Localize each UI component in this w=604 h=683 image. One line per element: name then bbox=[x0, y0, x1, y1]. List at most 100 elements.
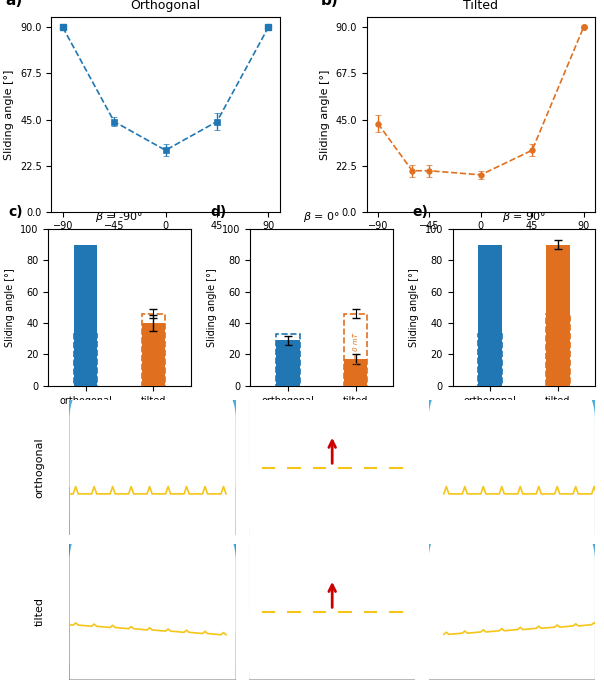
Polygon shape bbox=[69, 400, 236, 486]
Text: $\vec{B}$: $\vec{B}$ bbox=[493, 517, 502, 532]
Title: $\beta$ = 90°: $\beta$ = 90° bbox=[502, 210, 546, 225]
Bar bbox=[288, 611, 300, 680]
Polygon shape bbox=[187, 486, 206, 535]
Text: e): e) bbox=[413, 205, 429, 219]
Y-axis label: Sliding angle [°]: Sliding angle [°] bbox=[4, 69, 14, 160]
Bar bbox=[263, 611, 274, 680]
Polygon shape bbox=[429, 544, 595, 633]
Polygon shape bbox=[429, 350, 595, 535]
Y-axis label: Sliding angle [°]: Sliding angle [°] bbox=[320, 69, 330, 160]
Polygon shape bbox=[445, 486, 465, 535]
Polygon shape bbox=[57, 486, 77, 535]
Bar bbox=[249, 400, 416, 468]
Polygon shape bbox=[69, 544, 236, 633]
Polygon shape bbox=[187, 630, 206, 680]
Bar bbox=[263, 468, 274, 535]
Polygon shape bbox=[427, 486, 446, 535]
Polygon shape bbox=[150, 630, 169, 680]
Polygon shape bbox=[501, 630, 520, 680]
Text: $\beta$ = 0°: $\beta$ = 0° bbox=[255, 653, 284, 666]
Text: b): b) bbox=[321, 0, 339, 8]
Bar bbox=[313, 468, 326, 535]
Polygon shape bbox=[538, 630, 557, 680]
Bar bbox=[276, 340, 300, 386]
X-axis label: $\beta$ [°]: $\beta$ [°] bbox=[153, 237, 179, 251]
Bar bbox=[74, 334, 97, 386]
Polygon shape bbox=[427, 630, 446, 680]
Text: j): j) bbox=[255, 549, 263, 559]
Bar bbox=[390, 611, 402, 680]
Polygon shape bbox=[113, 486, 132, 535]
Text: B = 0 mT: B = 0 mT bbox=[83, 344, 89, 376]
Polygon shape bbox=[168, 630, 188, 680]
Polygon shape bbox=[556, 486, 576, 535]
Polygon shape bbox=[429, 400, 595, 486]
Bar bbox=[478, 334, 502, 386]
Polygon shape bbox=[223, 486, 243, 535]
Title: Orthogonal: Orthogonal bbox=[130, 0, 201, 12]
Polygon shape bbox=[76, 486, 95, 535]
Polygon shape bbox=[205, 486, 225, 535]
Polygon shape bbox=[445, 630, 465, 680]
Text: h): h) bbox=[435, 405, 447, 415]
Y-axis label: Sliding angle [°]: Sliding angle [°] bbox=[207, 268, 217, 347]
Bar bbox=[141, 323, 165, 386]
Bar bbox=[390, 468, 402, 535]
Polygon shape bbox=[57, 630, 77, 680]
Bar bbox=[478, 245, 502, 386]
Polygon shape bbox=[501, 486, 520, 535]
Polygon shape bbox=[69, 350, 236, 535]
Polygon shape bbox=[538, 486, 557, 535]
Bar bbox=[546, 245, 570, 386]
Text: $\beta$ = -90°: $\beta$ = -90° bbox=[76, 509, 113, 522]
Polygon shape bbox=[556, 630, 576, 680]
Text: B = 0 mT: B = 0 mT bbox=[284, 344, 291, 376]
Polygon shape bbox=[69, 492, 236, 680]
Title: Tilted: Tilted bbox=[463, 0, 498, 12]
Text: $\beta$ = 90°: $\beta$ = 90° bbox=[435, 653, 469, 666]
Text: c): c) bbox=[8, 205, 23, 219]
Bar bbox=[249, 544, 416, 611]
Bar bbox=[546, 313, 570, 386]
Bar bbox=[344, 313, 367, 386]
Polygon shape bbox=[94, 486, 114, 535]
Polygon shape bbox=[150, 486, 169, 535]
Bar bbox=[276, 334, 300, 386]
Bar bbox=[364, 468, 376, 535]
Polygon shape bbox=[519, 630, 539, 680]
Text: l): l) bbox=[76, 549, 83, 559]
Bar bbox=[288, 468, 300, 535]
Polygon shape bbox=[464, 486, 483, 535]
X-axis label: $\beta$ [°]: $\beta$ [°] bbox=[467, 237, 493, 251]
Y-axis label: Sliding angle [°]: Sliding angle [°] bbox=[5, 268, 14, 347]
Bar bbox=[249, 671, 416, 680]
Text: $\vec{B}$: $\vec{B}$ bbox=[162, 661, 171, 676]
Polygon shape bbox=[249, 475, 416, 680]
Text: f): f) bbox=[76, 405, 85, 415]
Polygon shape bbox=[482, 630, 502, 680]
Bar bbox=[141, 313, 165, 386]
Text: B = 0 mT: B = 0 mT bbox=[554, 333, 561, 366]
Bar bbox=[74, 245, 97, 386]
Polygon shape bbox=[249, 331, 416, 535]
Text: k): k) bbox=[435, 549, 446, 559]
Polygon shape bbox=[131, 486, 150, 535]
Polygon shape bbox=[519, 486, 539, 535]
Text: a): a) bbox=[5, 0, 23, 8]
Bar bbox=[344, 359, 367, 386]
Text: orthogonal: orthogonal bbox=[34, 437, 45, 498]
Text: tilted: tilted bbox=[34, 597, 45, 626]
Title: $\beta$ = -90°: $\beta$ = -90° bbox=[95, 210, 144, 225]
Polygon shape bbox=[464, 630, 483, 680]
Text: $\vec{B}$: $\vec{B}$ bbox=[342, 457, 350, 473]
Text: $\vec{B}$: $\vec{B}$ bbox=[493, 661, 502, 676]
Text: $\vec{B}$: $\vec{B}$ bbox=[342, 601, 350, 617]
Polygon shape bbox=[94, 630, 114, 680]
Text: $\beta$ = 0°: $\beta$ = 0° bbox=[255, 509, 284, 522]
Text: B = 0 mT: B = 0 mT bbox=[353, 333, 359, 366]
Polygon shape bbox=[574, 486, 594, 535]
Bar bbox=[249, 527, 416, 535]
Text: g): g) bbox=[255, 405, 267, 415]
Text: d): d) bbox=[211, 205, 227, 219]
Polygon shape bbox=[76, 630, 95, 680]
